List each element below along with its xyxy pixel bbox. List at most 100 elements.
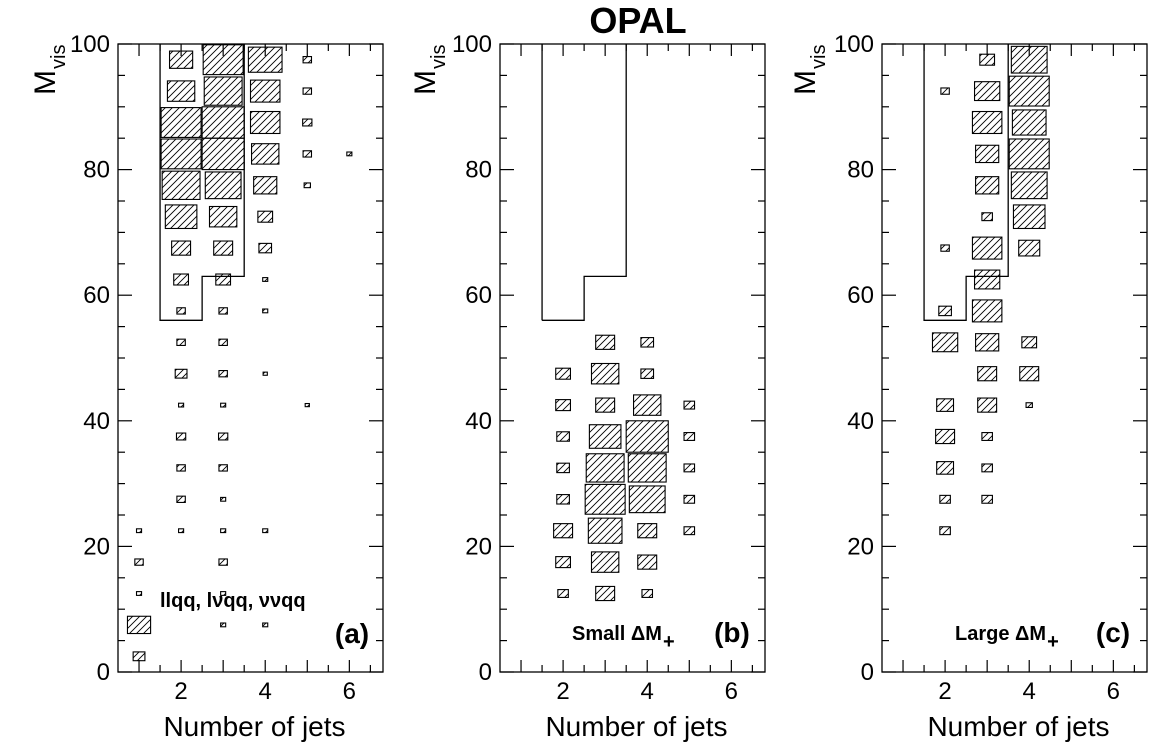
box-bin	[981, 432, 993, 441]
box-bin	[981, 494, 993, 504]
y-axis-label-sub: vis	[428, 45, 450, 69]
box-bin	[262, 622, 269, 628]
box-bin	[258, 242, 273, 254]
y-tick-label: 40	[465, 408, 492, 435]
y-axis-label-main: M	[789, 70, 822, 95]
box-bin	[249, 79, 281, 103]
plot-frame	[117, 43, 384, 673]
box-bin	[302, 150, 313, 158]
panel-label: (c)	[1096, 617, 1130, 648]
region-annotation-sub: +	[663, 631, 675, 653]
box-bin	[1011, 109, 1047, 136]
box-bin	[683, 400, 696, 410]
y-tick-label: 20	[83, 533, 110, 560]
box-bin	[262, 277, 269, 282]
box-bin	[935, 428, 956, 445]
box-bin	[975, 176, 1000, 195]
box-bin	[215, 273, 232, 286]
box-bin	[556, 462, 570, 474]
box-bin	[1010, 171, 1048, 200]
box-bin	[132, 651, 146, 662]
box-bin	[555, 399, 572, 412]
box-bin	[633, 394, 662, 416]
y-axis-label-sub: vis	[808, 45, 830, 69]
box-bin	[587, 517, 623, 544]
region-annotation-sub: +	[1047, 631, 1059, 653]
cut-region-outline	[923, 44, 1009, 321]
box-bin	[940, 244, 950, 252]
box-bin	[1008, 138, 1050, 170]
box-bin	[257, 210, 274, 223]
y-tick-label: 100	[452, 31, 492, 58]
y-tick-label: 80	[83, 157, 110, 184]
y-tick-label: 40	[83, 408, 110, 435]
box-bin	[220, 591, 227, 596]
box-bin	[247, 46, 283, 73]
box-bin	[218, 370, 228, 378]
y-tick-label: 80	[465, 157, 492, 184]
box-bin	[302, 87, 313, 95]
box-bin	[178, 528, 185, 534]
box-bin	[126, 615, 152, 635]
box-bin	[171, 240, 192, 256]
box-bin	[683, 463, 696, 473]
y-tick-label: 20	[847, 533, 874, 560]
box-bin	[553, 523, 574, 539]
box-bin	[262, 308, 269, 314]
box-bin	[640, 368, 655, 379]
box-bin	[637, 523, 658, 539]
box-bin	[977, 366, 998, 382]
x-tick-label: 2	[556, 678, 569, 705]
box-bin	[590, 551, 620, 573]
box-bin	[251, 143, 280, 165]
box-bin	[683, 526, 696, 536]
box-bin	[588, 424, 622, 449]
x-tick-label: 4	[641, 678, 654, 705]
box-bin	[1018, 239, 1041, 257]
box-bin	[936, 461, 955, 475]
box-bin	[971, 299, 1003, 323]
box-bin	[178, 402, 185, 408]
box-bin	[220, 402, 227, 408]
box-bin	[975, 144, 1000, 164]
box-bin	[160, 107, 202, 138]
box-bin	[302, 56, 313, 64]
box-bin	[1021, 336, 1038, 349]
box-bin	[939, 526, 951, 536]
box-bin	[940, 87, 950, 95]
box-bin	[973, 81, 1001, 102]
box-bin	[220, 496, 227, 502]
box-bin	[628, 485, 666, 514]
y-axis-label-main: M	[409, 70, 442, 95]
box-bin	[202, 44, 244, 76]
x-axis-label: Number of jets	[927, 711, 1109, 742]
y-tick-label: 60	[465, 282, 492, 309]
box-bin	[135, 591, 143, 596]
x-tick-label: 2	[938, 678, 951, 705]
x-tick-label: 2	[174, 678, 187, 705]
box-bin	[627, 453, 667, 483]
box-bin	[134, 558, 144, 566]
y-tick-label: 60	[83, 282, 110, 309]
box-bin	[595, 397, 616, 413]
cut-region-outline	[542, 44, 627, 321]
box-bin	[176, 307, 186, 315]
box-bin	[973, 269, 1001, 290]
panel-label: (a)	[335, 618, 369, 649]
box-bin	[304, 402, 310, 408]
box-bin	[557, 589, 569, 598]
box-bin	[1019, 366, 1040, 382]
x-tick-label: 6	[343, 678, 356, 705]
y-tick-label: 40	[847, 408, 874, 435]
y-tick-label: 60	[847, 282, 874, 309]
box-bin	[1008, 75, 1050, 107]
x-axis-label: Number of jets	[545, 711, 727, 742]
box-bin	[584, 483, 626, 515]
box-bin	[556, 431, 570, 442]
